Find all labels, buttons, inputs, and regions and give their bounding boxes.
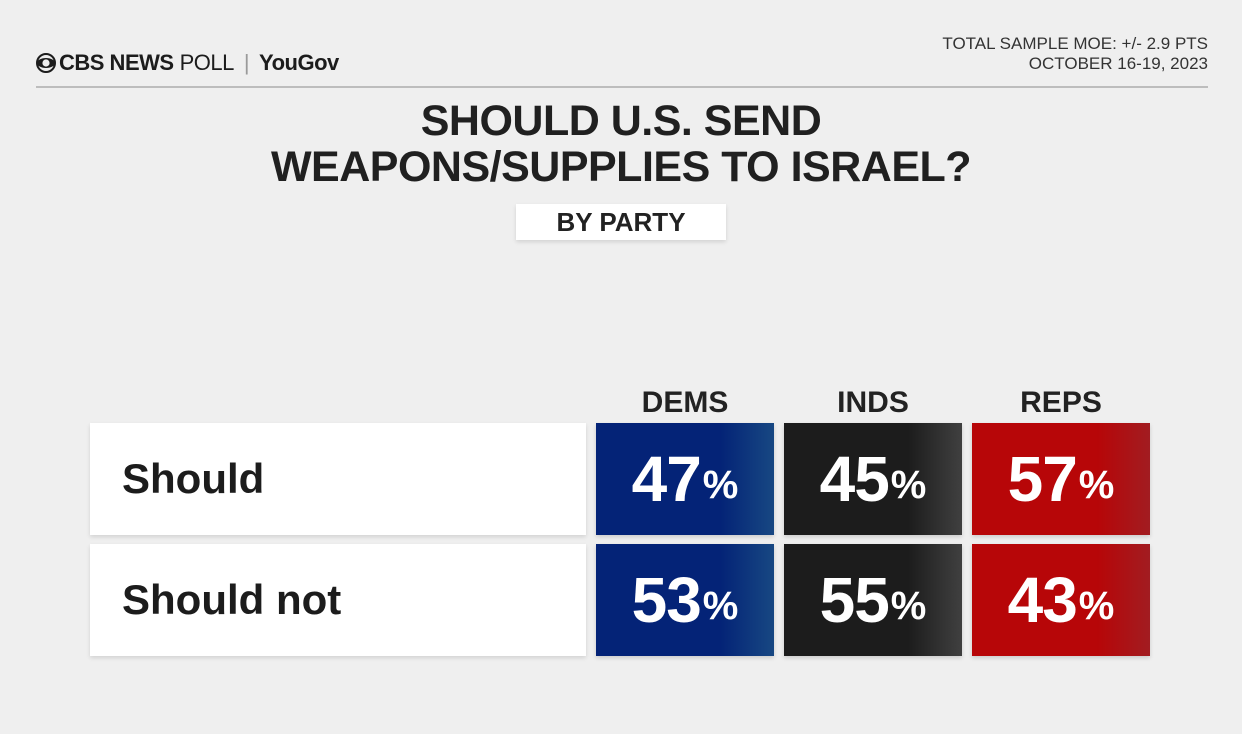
value-number: 57 xyxy=(1007,443,1078,515)
cbs-eye-icon xyxy=(36,53,56,73)
poll-dates: OCTOBER 16-19, 2023 xyxy=(1028,54,1208,73)
percent-sign: % xyxy=(702,462,739,507)
value-number: 43 xyxy=(1007,564,1078,636)
value-cell-inds: 55% xyxy=(784,544,962,656)
row-label: Should xyxy=(90,423,586,535)
value-cell-inds: 45% xyxy=(784,423,962,535)
header-divider xyxy=(36,86,1208,88)
row-label: Should not xyxy=(90,544,586,656)
column-header-dems: DEMS xyxy=(641,386,729,419)
brand-partner: YouGov xyxy=(259,50,339,75)
brand-separator: | xyxy=(243,50,250,75)
value-number: 45 xyxy=(819,443,890,515)
moe-line: TOTAL SAMPLE MOE: +/- 2.9 PTS xyxy=(942,34,1208,53)
value-cell-dems: 53% xyxy=(596,544,774,656)
margin-of-error: TOTAL SAMPLE MOE: +/- 2.9 PTS OCTOBER 16… xyxy=(942,34,1208,74)
percent-sign: % xyxy=(1078,462,1115,507)
column-header-reps: REPS xyxy=(1020,386,1102,419)
title-line: SHOULD U.S. SEND xyxy=(420,97,822,145)
column-header-inds: INDS xyxy=(837,386,909,419)
percent-sign: % xyxy=(890,583,927,628)
header: CBS NEWS POLL | YouGov TOTAL SAMPLE MOE:… xyxy=(36,28,1208,86)
value-cell-dems: 47% xyxy=(596,423,774,535)
brand-logo: CBS NEWS POLL | YouGov xyxy=(36,50,339,76)
title-line: WEAPONS/SUPPLIES TO ISRAEL? xyxy=(270,143,972,191)
value-number: 47 xyxy=(631,443,702,515)
subtitle: BY PARTY xyxy=(516,204,726,240)
percent-sign: % xyxy=(1078,583,1115,628)
value-number: 55 xyxy=(819,564,890,636)
value-cell-reps: 57% xyxy=(972,423,1150,535)
chart-title: SHOULD U.S. SEND WEAPONS/SUPPLIES TO ISR… xyxy=(0,98,1242,190)
percent-sign: % xyxy=(890,462,927,507)
value-cell-reps: 43% xyxy=(972,544,1150,656)
value-number: 53 xyxy=(631,564,702,636)
brand-network: CBS NEWS xyxy=(59,50,174,75)
brand-poll: POLL xyxy=(179,50,235,75)
percent-sign: % xyxy=(702,583,739,628)
